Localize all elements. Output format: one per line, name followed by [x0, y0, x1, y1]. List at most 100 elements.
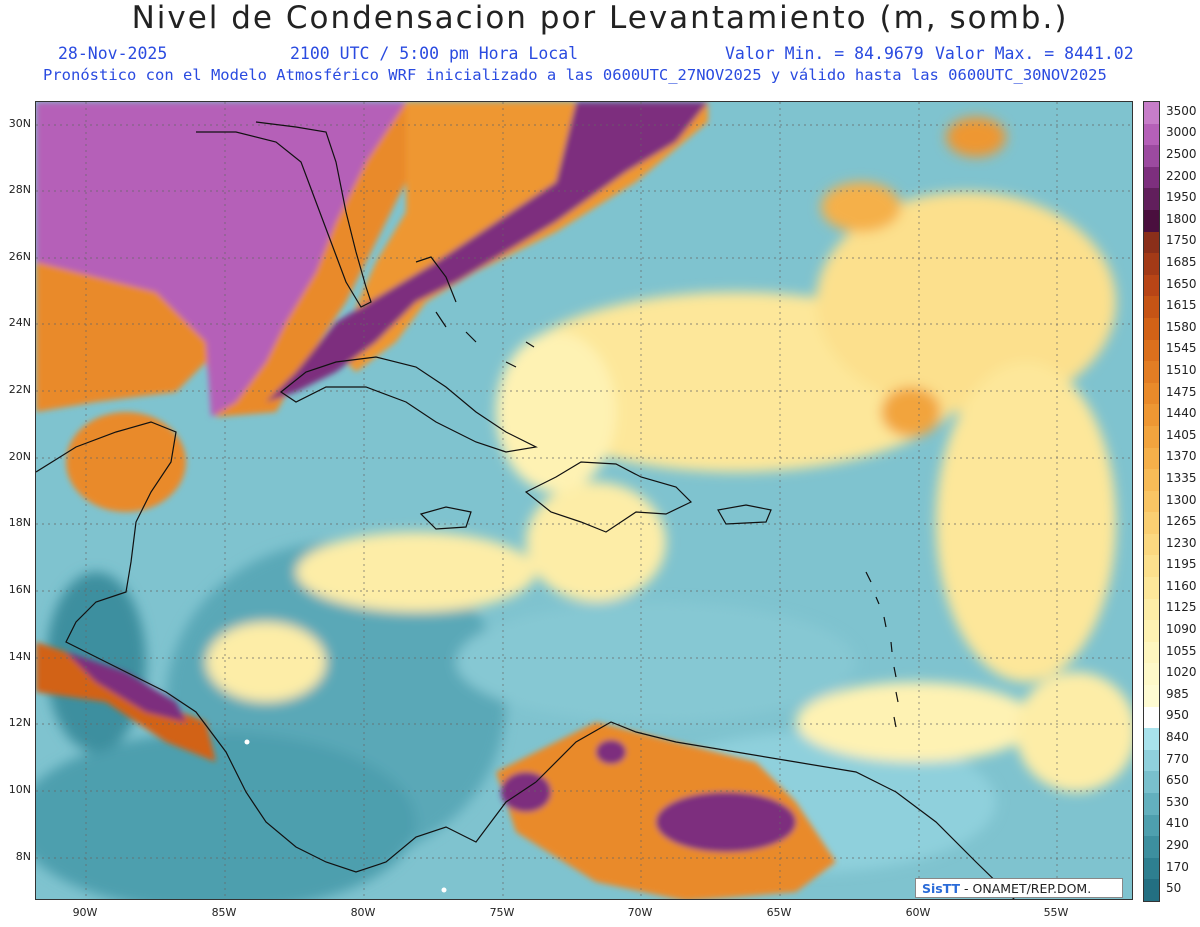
colorbar-segment [1144, 706, 1159, 729]
colorbar-label: 2500 [1166, 146, 1197, 161]
colorbar-label: 290 [1166, 838, 1189, 852]
colorbar-segment [1144, 793, 1159, 816]
colorbar-segment [1144, 123, 1159, 146]
colorbar-label: 1950 [1166, 190, 1197, 205]
colorbar-segment [1144, 102, 1159, 125]
colorbar-segment [1144, 447, 1159, 470]
model-subtitle: Pronóstico con el Modelo Atmosférico WRF… [43, 66, 1107, 84]
colorbar-segment [1144, 188, 1159, 211]
map-panel [35, 101, 1133, 900]
colorbar-segment [1144, 598, 1159, 621]
colorbar-segment [1144, 771, 1159, 794]
colorbar-segment [1144, 404, 1159, 427]
colorbar-label: 1125 [1166, 600, 1197, 615]
colorbar-label: 1230 [1166, 535, 1197, 550]
lon-label: 55W [1043, 906, 1069, 919]
colorbar-label: 50 [1166, 881, 1182, 896]
colorbar-label: 1440 [1166, 406, 1197, 421]
colorbar-label: 985 [1166, 686, 1189, 701]
lon-label: 80W [350, 906, 376, 919]
lat-label: 28N [8, 183, 31, 196]
forecast-date: 28-Nov-2025 [58, 44, 168, 63]
colorbar-segment [1144, 641, 1159, 664]
colorbar-label: 1685 [1166, 254, 1197, 269]
lat-label: 20N [8, 450, 31, 463]
colorbar-segment [1144, 728, 1159, 751]
lat-label: 8N [15, 850, 31, 863]
map-title: Nivel de Condensacion por Levantamiento … [131, 0, 1069, 36]
colorbar-label: 1580 [1166, 319, 1197, 334]
credit-text: - ONAMET/REP.DOM. [960, 881, 1092, 896]
colorbar-label: 1055 [1166, 643, 1197, 658]
colorbar-label: 3000 [1166, 125, 1197, 140]
colorbar-segment [1144, 555, 1159, 578]
colorbar-label: 1160 [1166, 578, 1197, 593]
colorbar-segment [1144, 533, 1159, 556]
colorbar-label: 1195 [1166, 557, 1197, 572]
lon-label: 65W [766, 906, 792, 919]
value-max: Valor Max. = 8441.02 [935, 44, 1134, 63]
colorbar-segment [1144, 749, 1159, 772]
colorbar-segment [1144, 317, 1159, 341]
colorbar-label: 1370 [1166, 449, 1197, 464]
colorbar-label: 650 [1166, 773, 1189, 788]
map-graphic [36, 102, 1132, 899]
colorbar-label: 1475 [1166, 384, 1197, 399]
colorbar-label: 770 [1166, 751, 1189, 766]
sistt-logo: SisTT [922, 881, 961, 896]
colorbar-segment [1144, 339, 1159, 362]
colorbar-label: 3500 [1166, 103, 1197, 118]
colorbar-segment [1144, 209, 1159, 233]
colorbar-segment [1144, 512, 1159, 535]
lat-label: 10N [8, 783, 31, 796]
lon-label: 90W [72, 906, 98, 919]
colorbar-label: 1545 [1166, 341, 1197, 356]
colorbar-label: 1750 [1166, 233, 1197, 248]
lat-label: 18N [8, 516, 31, 529]
colorbar-label: 1615 [1166, 298, 1197, 313]
colorbar [1143, 101, 1160, 902]
colorbar-segment [1144, 274, 1159, 297]
colorbar-segment [1144, 814, 1159, 837]
lat-label: 24N [8, 316, 31, 329]
colorbar-segment [1144, 469, 1159, 492]
lat-label: 14N [8, 650, 31, 663]
colorbar-segment [1144, 663, 1159, 686]
value-min: Valor Min. = 84.9679 [725, 44, 924, 63]
lon-label: 85W [211, 906, 237, 919]
colorbar-segment [1144, 836, 1159, 859]
colorbar-segment [1144, 577, 1159, 600]
lat-label: 16N [8, 583, 31, 596]
colorbar-label: 170 [1166, 859, 1189, 874]
colorbar-label: 1335 [1166, 470, 1197, 485]
colorbar-segment [1144, 166, 1159, 189]
colorbar-segment [1144, 857, 1159, 880]
colorbar-label: 1650 [1166, 276, 1197, 291]
colorbar-label: 530 [1166, 794, 1189, 809]
colorbar-label: 840 [1166, 730, 1189, 745]
forecast-time: 2100 UTC / 5:00 pm Hora Local [290, 44, 579, 63]
lat-label: 30N [8, 117, 31, 130]
colorbar-segment [1144, 145, 1159, 168]
credit-box: SisTT - ONAMET/REP.DOM. [915, 878, 1123, 898]
colorbar-segment [1144, 253, 1159, 276]
coastlines [36, 121, 1015, 899]
lon-label: 60W [905, 906, 931, 919]
colorbar-label: 1090 [1166, 622, 1197, 637]
colorbar-label: 1405 [1166, 427, 1197, 442]
lon-label: 70W [627, 906, 653, 919]
colorbar-segment [1144, 879, 1159, 902]
colorbar-segment [1144, 382, 1159, 405]
colorbar-label: 1265 [1166, 514, 1197, 529]
colorbar-segment [1144, 425, 1159, 448]
colorbar-label: 2200 [1166, 168, 1197, 183]
lat-label: 22N [8, 383, 31, 396]
lat-label: 26N [8, 250, 31, 263]
colorbar-segment [1144, 361, 1159, 384]
colorbar-label: 1800 [1166, 211, 1197, 226]
colorbar-label: 950 [1166, 708, 1189, 723]
colorbar-label: 1020 [1166, 665, 1197, 680]
grid-lines [36, 102, 1132, 899]
colorbar-segment [1144, 231, 1159, 254]
colorbar-segment [1144, 296, 1159, 319]
